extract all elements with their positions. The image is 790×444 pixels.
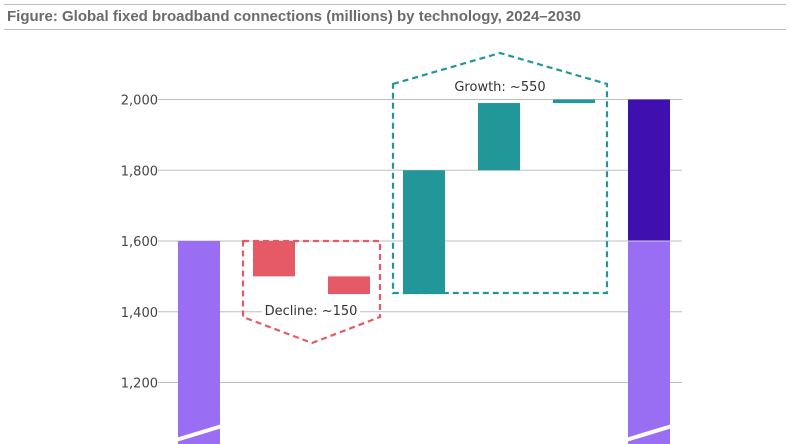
y-tick-label: 2,000	[121, 94, 158, 109]
growth-label: Growth: ~550	[454, 80, 545, 95]
decline-bracket	[241, 239, 382, 345]
bar-increase	[478, 103, 520, 171]
axis-break-mark	[175, 424, 223, 442]
growth-bracket	[391, 51, 609, 295]
title-bar: Figure: Global fixed broadband connectio…	[4, 4, 786, 30]
y-tick-label: 1,200	[121, 377, 158, 392]
decline-label-bg	[262, 300, 360, 320]
bar-increase	[553, 99, 595, 104]
chart-title: Figure: Global fixed broadband connectio…	[7, 8, 581, 25]
y-tick-label: 1,600	[121, 235, 158, 250]
growth-label-bg	[448, 76, 552, 96]
axis-break-mark	[625, 424, 673, 442]
bar-decrease	[328, 276, 370, 295]
bar-increase	[403, 170, 445, 295]
y-tick-label: 1,400	[121, 306, 158, 321]
bar-decrease	[253, 241, 295, 277]
bar-total-upper	[628, 99, 670, 241]
bar-total	[178, 241, 220, 444]
y-tick-label: 1,800	[121, 164, 158, 179]
decline-label: Decline: ~150	[265, 304, 358, 319]
bar-total-lower	[628, 241, 670, 444]
